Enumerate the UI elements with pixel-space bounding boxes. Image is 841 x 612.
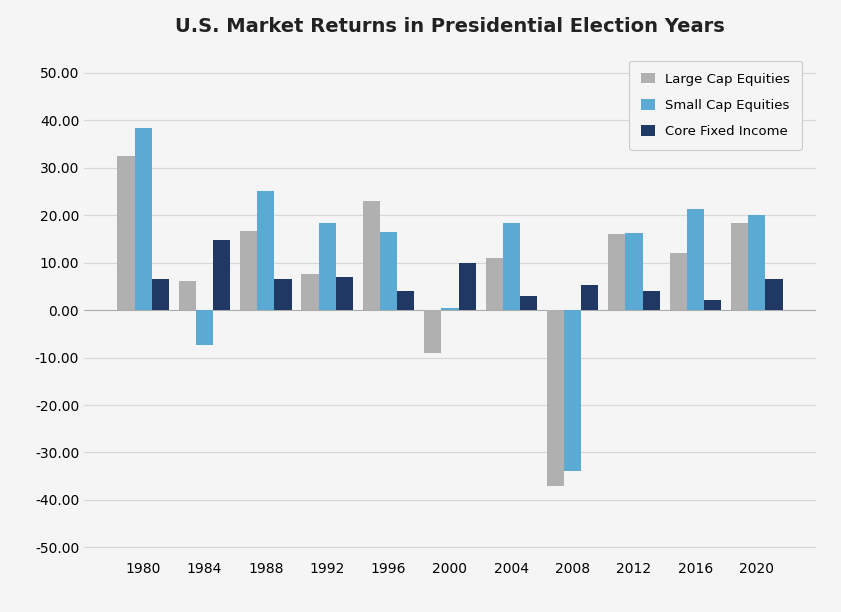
Bar bbox=[669, 253, 687, 310]
Bar bbox=[397, 291, 415, 310]
Bar bbox=[151, 279, 169, 310]
Bar bbox=[442, 308, 458, 310]
Bar bbox=[135, 128, 151, 310]
Legend: Large Cap Equities, Small Cap Equities, Core Fixed Income: Large Cap Equities, Small Cap Equities, … bbox=[629, 61, 801, 150]
Bar bbox=[240, 231, 257, 310]
Bar bbox=[520, 296, 537, 310]
Bar bbox=[503, 223, 520, 310]
Bar bbox=[213, 241, 230, 310]
Bar bbox=[765, 279, 782, 310]
Bar bbox=[731, 223, 748, 310]
Bar bbox=[274, 278, 292, 310]
Bar bbox=[704, 300, 721, 310]
Bar bbox=[643, 291, 660, 310]
Bar bbox=[380, 232, 397, 310]
Bar bbox=[748, 215, 765, 310]
Bar bbox=[179, 281, 196, 310]
Bar bbox=[336, 277, 353, 310]
Bar bbox=[581, 285, 599, 310]
Bar bbox=[626, 233, 643, 310]
Bar bbox=[547, 310, 564, 486]
Bar bbox=[301, 274, 319, 310]
Bar bbox=[118, 156, 135, 310]
Bar bbox=[319, 223, 336, 310]
Bar bbox=[458, 263, 476, 310]
Bar bbox=[564, 310, 581, 471]
Bar bbox=[485, 258, 503, 310]
Bar bbox=[257, 192, 274, 310]
Bar bbox=[687, 209, 704, 310]
Bar bbox=[424, 310, 442, 353]
Bar bbox=[362, 201, 380, 310]
Bar bbox=[608, 234, 626, 310]
Bar bbox=[196, 310, 213, 345]
Title: U.S. Market Returns in Presidential Election Years: U.S. Market Returns in Presidential Elec… bbox=[175, 17, 725, 36]
